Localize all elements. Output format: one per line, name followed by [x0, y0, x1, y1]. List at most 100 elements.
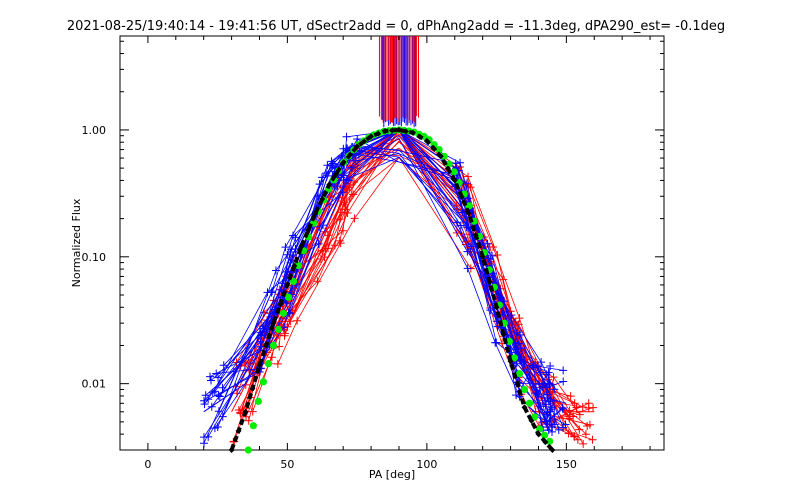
spike-group [378, 36, 420, 123]
series-marker [343, 208, 352, 217]
black-model-point [326, 181, 333, 188]
series-marker [550, 420, 559, 429]
series-marker [542, 383, 551, 392]
series-marker [559, 377, 568, 386]
series-marker [463, 264, 472, 273]
series-marker [515, 330, 524, 339]
black-model-point [256, 362, 263, 369]
black-model-point [235, 427, 242, 434]
series-marker [200, 396, 209, 405]
series-marker [559, 366, 568, 375]
green-point [435, 145, 443, 154]
black-model-point [465, 210, 472, 217]
series-marker [337, 151, 346, 160]
series-marker [488, 251, 497, 260]
series-marker [214, 391, 223, 400]
series-marker [215, 392, 224, 401]
chart-title: 2021-08-25/19:40:14 - 19:41:56 UT, dSect… [67, 19, 725, 34]
series-marker [492, 338, 501, 347]
series-marker [316, 255, 325, 264]
series-marker [538, 382, 547, 391]
x-tick-label: 0 [144, 458, 151, 471]
series-line [214, 137, 553, 433]
black-model-point [389, 127, 395, 134]
green-point [440, 152, 448, 160]
series-marker [285, 309, 294, 318]
black-model-point [423, 137, 430, 144]
series-line [222, 153, 551, 417]
black-model-point [479, 253, 486, 260]
black-model-point [437, 153, 444, 160]
series-marker [263, 288, 272, 297]
black-model-point [305, 227, 312, 234]
x-axis-ticks: 0 50 100 150 [144, 36, 651, 471]
series-marker [315, 222, 324, 231]
black-model-point [416, 133, 423, 140]
series-marker [314, 192, 323, 201]
series-marker [201, 391, 210, 400]
black-model-point [354, 143, 361, 150]
green-point [530, 413, 539, 421]
series-marker [584, 399, 593, 408]
series-marker [206, 372, 215, 381]
series-line [214, 129, 564, 429]
series-marker [342, 132, 351, 141]
black-model-point [542, 439, 549, 446]
series-marker [516, 344, 525, 353]
black-model-point [333, 170, 340, 177]
green-point [546, 437, 554, 445]
data-layer [199, 36, 598, 454]
series-marker [570, 399, 579, 408]
series-marker [315, 180, 324, 189]
series-marker [546, 405, 555, 414]
series-line [203, 144, 563, 438]
series-marker [581, 430, 590, 439]
series-marker [456, 158, 465, 167]
series-marker [343, 144, 352, 153]
series-marker [218, 412, 227, 421]
series-marker [537, 358, 546, 367]
plot-area: 0 50 100 150 0.01 0.10 1.00 [82, 35, 665, 471]
series-marker [206, 376, 215, 385]
series-marker [288, 231, 297, 240]
black-model-point [549, 447, 556, 453]
black-model-point [472, 232, 479, 239]
series-marker [293, 316, 302, 325]
green-point [264, 360, 273, 368]
series-marker [483, 239, 492, 248]
series-marker [314, 239, 323, 248]
black-model-point [528, 417, 535, 424]
series-marker [351, 156, 360, 165]
green-point [259, 378, 267, 386]
black-model-point [451, 177, 458, 184]
black-model-point [291, 262, 298, 269]
black-model-point [340, 159, 347, 166]
green-point [284, 293, 293, 301]
series-marker [575, 425, 584, 434]
black-model-point [284, 281, 291, 288]
series-marker [283, 250, 292, 259]
green-point [520, 385, 529, 394]
green-point [254, 397, 262, 405]
x-axis-label: PA [deg] [369, 468, 415, 481]
series-marker [462, 179, 471, 188]
y-tick-label: 0.10 [82, 251, 107, 264]
series-marker [579, 439, 588, 448]
black-model-point [298, 243, 305, 250]
black-model-point [263, 341, 270, 348]
series-marker [464, 172, 473, 181]
series-marker [589, 403, 598, 412]
black-model-point [402, 128, 409, 135]
x-tick-label: 150 [556, 458, 577, 471]
series-marker [486, 306, 495, 315]
series-marker [280, 331, 289, 340]
series-marker [536, 402, 545, 411]
series-marker [338, 188, 347, 197]
y-tick-label: 1.00 [82, 124, 107, 137]
series-line [217, 138, 560, 431]
black-model-point [514, 381, 521, 388]
series-marker [313, 277, 322, 286]
black-model-point [507, 358, 514, 365]
x-tick-label: 100 [416, 458, 437, 471]
green-point [540, 431, 549, 439]
